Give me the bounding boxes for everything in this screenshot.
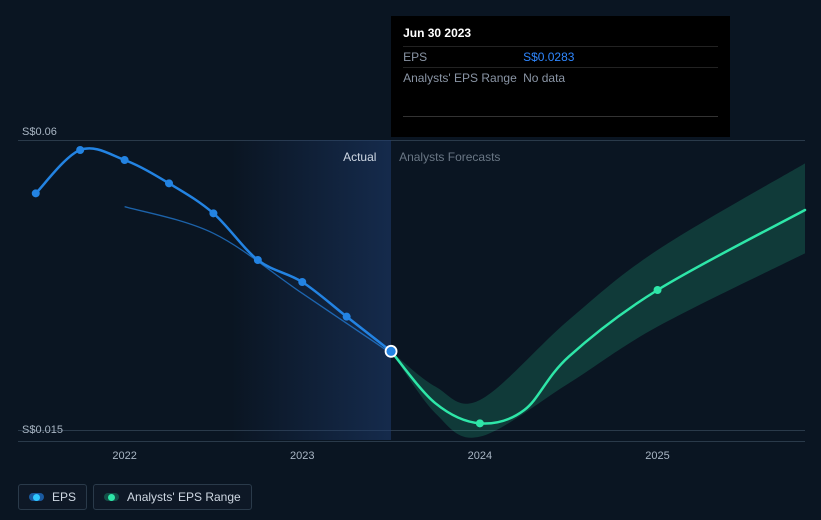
eps-forecast-chart[interactable]: { "chart": { "type": "line", "background… — [0, 0, 821, 520]
legend-item-range[interactable]: Analysts' EPS Range — [93, 484, 252, 510]
y-tick-label: S$0.015 — [22, 424, 63, 436]
tooltip-key: EPS — [403, 50, 523, 64]
tooltip-value: No data — [523, 71, 565, 85]
region-label-forecast: Analysts Forecasts — [399, 150, 500, 164]
x-tick-label: 2023 — [290, 450, 314, 462]
legend-swatch — [104, 493, 119, 501]
tooltip-key: Analysts' EPS Range — [403, 71, 523, 85]
legend: EPS Analysts' EPS Range — [18, 484, 252, 510]
x-tick-label: 2022 — [112, 450, 136, 462]
legend-label: EPS — [52, 490, 76, 504]
plot-area — [18, 140, 805, 442]
hover-tooltip: Jun 30 2023 EPS S$0.0283 Analysts' EPS R… — [391, 16, 730, 137]
x-tick-label: 2024 — [468, 450, 492, 462]
legend-swatch — [29, 493, 44, 501]
tooltip-value: S$0.0283 — [523, 50, 574, 64]
tooltip-date: Jun 30 2023 — [403, 26, 718, 40]
legend-label: Analysts' EPS Range — [127, 490, 241, 504]
region-label-actual: Actual — [343, 150, 376, 164]
legend-item-eps[interactable]: EPS — [18, 484, 87, 510]
x-tick-label: 2025 — [645, 450, 669, 462]
grid-line — [18, 430, 805, 431]
y-tick-label: S$0.06 — [22, 126, 57, 138]
